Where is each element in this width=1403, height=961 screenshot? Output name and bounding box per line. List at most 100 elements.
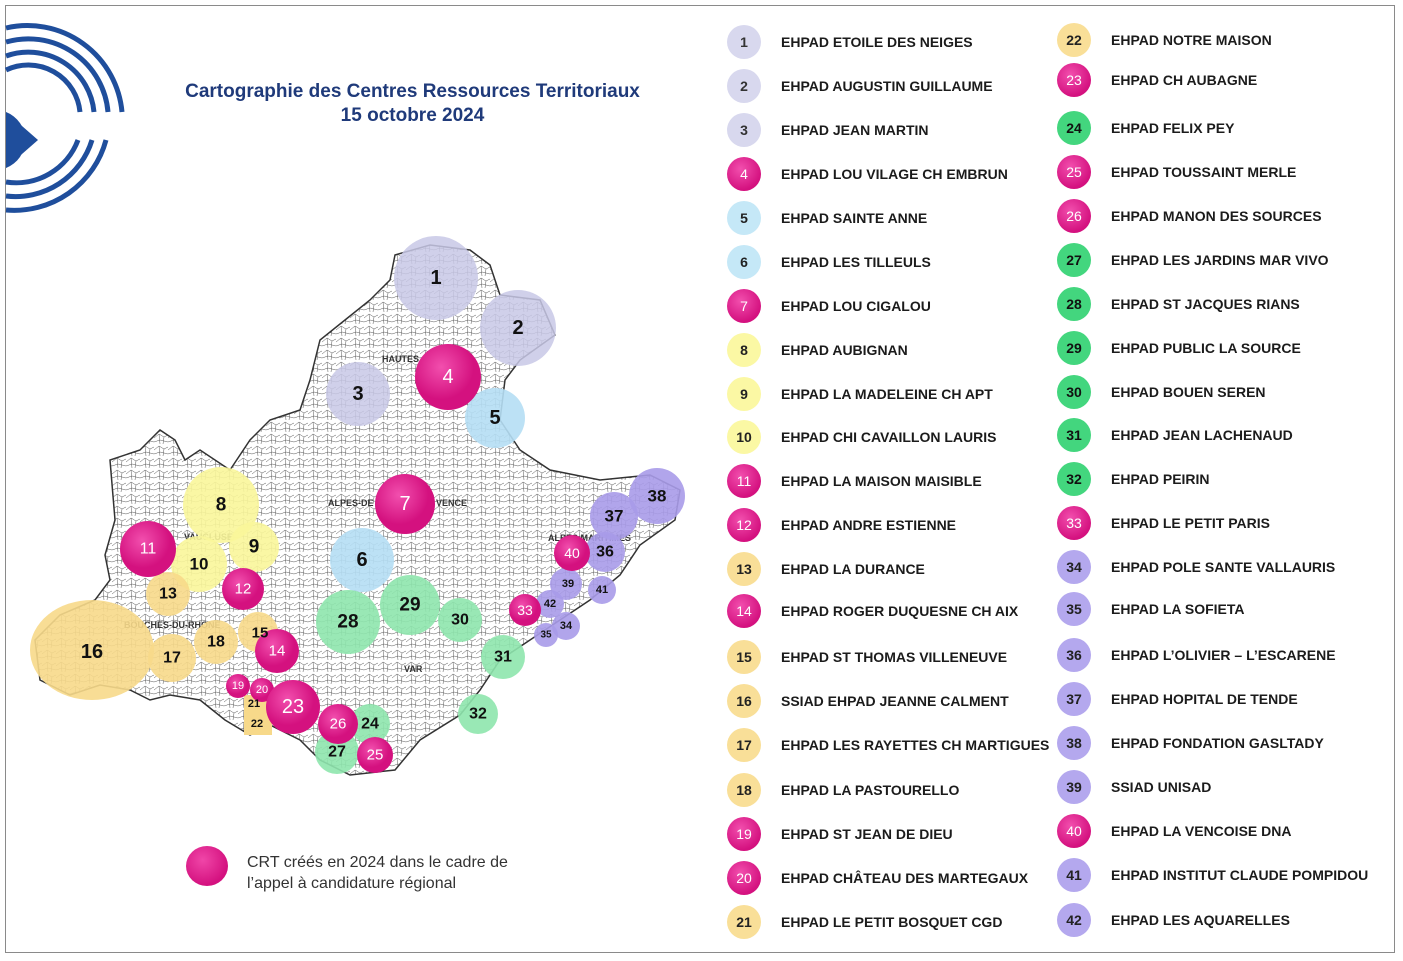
legend-number-badge: 28	[1057, 287, 1091, 321]
map-label-6: 6	[356, 549, 367, 571]
map-label-19: 19	[232, 680, 244, 692]
legend-number-badge: 42	[1057, 903, 1091, 937]
map-label-36: 36	[596, 544, 614, 561]
map-marker-7	[375, 474, 435, 534]
map-area-8	[183, 467, 259, 543]
dept-label-var: VAR	[404, 664, 423, 674]
legend-item-12: 12 EHPAD ANDRE ESTIENNE	[727, 508, 956, 542]
legend-number-badge: 23	[1057, 63, 1091, 97]
legend-item-35: 35 EHPAD LA SOFIETA	[1057, 592, 1245, 626]
legend-label: EHPAD POLE SANTE VALLAURIS	[1111, 559, 1336, 575]
legend-number-badge: 4	[727, 157, 761, 191]
map-area-5	[465, 388, 525, 448]
legend-label: EHPAD ST JEAN DE DIEU	[781, 826, 953, 842]
legend-note: CRT créés en 2024 dans le cadre de l’app…	[247, 852, 547, 894]
legend-number-badge: 3	[727, 113, 761, 147]
map-label-1: 1	[430, 267, 441, 289]
legend-number-badge: 10	[727, 420, 761, 454]
legend-item-15: 15 EHPAD ST THOMAS VILLENEUVE	[727, 640, 1007, 674]
note-pink-marker	[186, 846, 228, 886]
legend-item-38: 38 EHPAD FONDATION GASLTADY	[1057, 726, 1324, 760]
map-area-10	[171, 536, 227, 592]
legend-number-badge: 29	[1057, 331, 1091, 365]
map-marker-4	[415, 344, 481, 410]
legend-label: EHPAD FONDATION GASLTADY	[1111, 735, 1324, 751]
map-label-28: 28	[337, 612, 358, 633]
map-label-3: 3	[352, 383, 363, 405]
map-label-31: 31	[494, 649, 512, 666]
legend-item-30: 30 EHPAD BOUEN SEREN	[1057, 375, 1266, 409]
map-area-22	[244, 713, 272, 735]
legend-number-badge: 1	[727, 25, 761, 59]
legend-label: EHPAD AUGUSTIN GUILLAUME	[781, 78, 993, 94]
legend-number-badge: 27	[1057, 243, 1091, 277]
legend-label: EHPAD LA MADELEINE CH APT	[781, 386, 993, 402]
legend-number-badge: 35	[1057, 592, 1091, 626]
legend-label: SSIAD UNISAD	[1111, 779, 1212, 795]
map-label-23: 23	[282, 696, 304, 718]
legend-item-10: 10 EHPAD CHI CAVAILLON LAURIS	[727, 420, 996, 454]
legend-item-11: 11 EHPAD LA MAISON MAISIBLE	[727, 464, 982, 498]
map-label-40: 40	[564, 545, 580, 561]
map-label-39: 39	[562, 578, 574, 590]
map-label-25: 25	[367, 747, 384, 764]
legend-number-badge: 38	[1057, 726, 1091, 760]
map-marker-12	[222, 568, 264, 610]
legend-item-33: 33 EHPAD LE PETIT PARIS	[1057, 506, 1270, 540]
legend-item-21: 21 EHPAD LE PETIT BOSQUET CGD	[727, 905, 1002, 939]
legend-label: EHPAD AUBIGNAN	[781, 342, 908, 358]
legend-item-34: 34 EHPAD POLE SANTE VALLAURIS	[1057, 550, 1335, 584]
map-label-38: 38	[648, 487, 667, 506]
legend-item-20: 20 EHPAD CHÂTEAU DES MARTEGAUX	[727, 861, 1028, 895]
map-label-7: 7	[399, 493, 410, 515]
map-label-32: 32	[469, 706, 487, 723]
legend-label: EHPAD LA PASTOURELLO	[781, 782, 960, 798]
map-area-13	[146, 572, 190, 616]
map-label-35: 35	[540, 630, 552, 641]
legend-number-badge: 30	[1057, 375, 1091, 409]
legend-item-40: 40 EHPAD LA VENCOISE DNA	[1057, 814, 1291, 848]
legend-item-37: 37 EHPAD HOPITAL DE TENDE	[1057, 682, 1298, 716]
legend-number-badge: 7	[727, 289, 761, 323]
legend-label: EHPAD ROGER DUQUESNE CH AIX	[781, 603, 1019, 619]
map-marker-23	[266, 680, 320, 734]
region-map: HAUTES ALPES-DE VENCE VAUCLUSE BOUCHES-D…	[30, 236, 685, 776]
legend-number-badge: 2	[727, 69, 761, 103]
map-area-41	[588, 576, 616, 604]
map-area-42	[536, 590, 564, 618]
map-marker-33	[509, 594, 541, 626]
map-marker-19	[226, 674, 250, 698]
map-label-9: 9	[249, 537, 260, 558]
legend-item-26: 26 EHPAD MANON DES SOURCES	[1057, 199, 1322, 233]
map-label-34: 34	[560, 620, 573, 632]
legend-item-29: 29 EHPAD PUBLIC LA SOURCE	[1057, 331, 1301, 365]
legend-label: EHPAD LA SOFIETA	[1111, 601, 1245, 617]
map-label-10: 10	[190, 555, 209, 574]
map-label-42: 42	[544, 598, 556, 610]
legend-number-badge: 22	[1057, 23, 1091, 57]
legend-label: SSIAD EHPAD JEANNE CALMENT	[781, 693, 1009, 709]
legend-item-36: 36 EHPAD L’OLIVIER – L’ESCARENE	[1057, 638, 1336, 672]
map-label-24: 24	[361, 716, 379, 733]
map-label-20: 20	[256, 684, 268, 696]
legend-item-39: 39 SSIAD UNISAD	[1057, 770, 1211, 804]
legend-label: EHPAD LOU VILAGE CH EMBRUN	[781, 166, 1008, 182]
dept-label-bouches-du-rhone: BOUCHES-DU-RHONE	[124, 620, 221, 630]
legend-label: EHPAD CHI CAVAILLON LAURIS	[781, 429, 997, 445]
legend-label: EHPAD LOU CIGALOU	[781, 298, 931, 314]
map-area-18	[194, 620, 238, 664]
map-marker-26	[318, 704, 358, 744]
map-title: Cartographie des Centres Ressources Terr…	[160, 80, 665, 128]
legend-label: EHPAD MANON DES SOURCES	[1111, 208, 1322, 224]
legend-label: EHPAD CHÂTEAU DES MARTEGAUX	[781, 870, 1029, 886]
legend-label: EHPAD ANDRE ESTIENNE	[781, 517, 957, 533]
map-label-15: 15	[252, 625, 269, 642]
legend-label: EHPAD LES JARDINS MAR VIVO	[1111, 252, 1329, 268]
legend-item-19: 19 EHPAD ST JEAN DE DIEU	[727, 817, 953, 851]
legend-number-badge: 25	[1057, 155, 1091, 189]
legend-number-badge: 33	[1057, 506, 1091, 540]
legend-item-13: 13 EHPAD LA DURANCE	[727, 552, 925, 586]
map-area-38	[629, 468, 685, 524]
map-label-22: 22	[251, 718, 263, 730]
legend-item-14: 14 EHPAD ROGER DUQUESNE CH AIX	[727, 594, 1018, 628]
